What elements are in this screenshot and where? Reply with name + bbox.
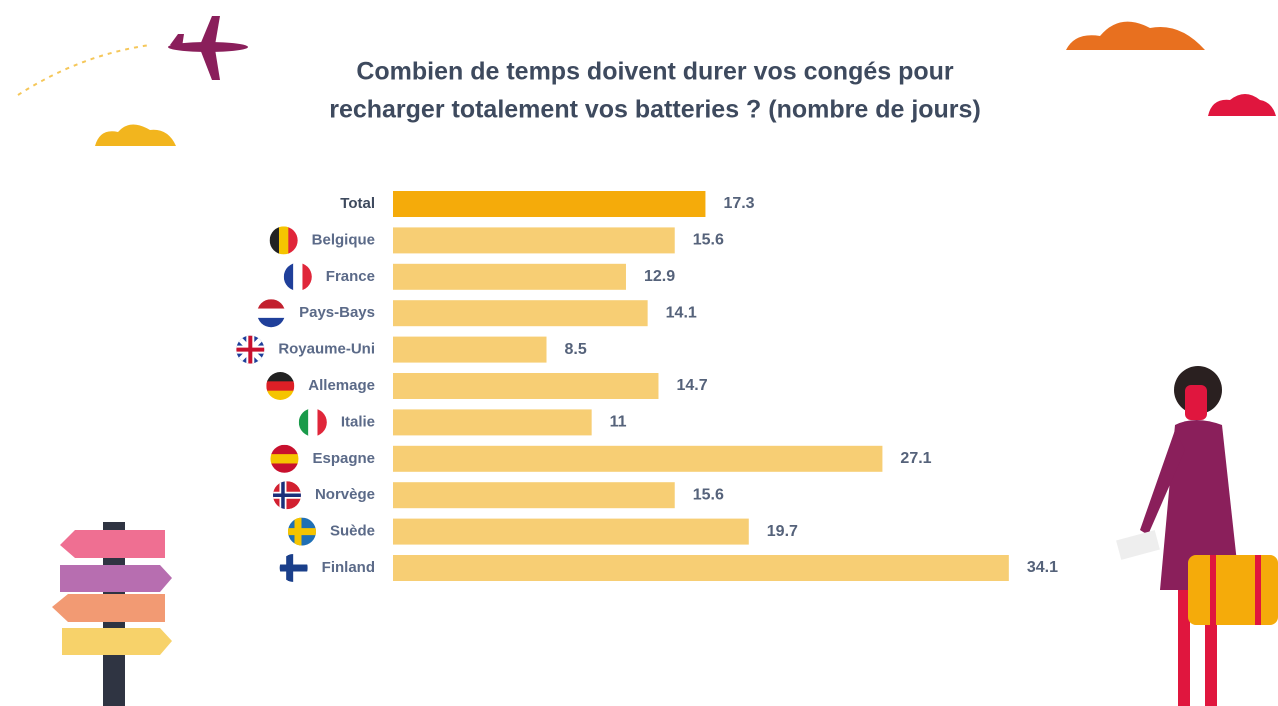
flag-stripe	[266, 391, 294, 401]
category-label: Belgique	[312, 231, 375, 248]
category-label: Finland	[322, 559, 375, 576]
flag-stripe	[288, 226, 298, 254]
bar	[393, 482, 675, 508]
flag-icon	[288, 518, 316, 546]
cloud	[1066, 22, 1205, 50]
category-label: Espagne	[312, 450, 375, 467]
bar	[393, 337, 547, 363]
category-label: Norvège	[315, 486, 375, 503]
flag-icon	[284, 263, 313, 291]
plane	[168, 16, 248, 80]
flag-stripe	[266, 372, 294, 382]
chart-title: recharger totalement vos batteries ? (no…	[329, 96, 981, 124]
data-label: 12.9	[644, 268, 675, 285]
flag-stripe	[270, 445, 298, 455]
flag-icon	[280, 554, 308, 582]
flag-stripe	[293, 263, 303, 291]
flag-icon	[266, 372, 294, 401]
flag-icon	[270, 445, 298, 474]
bar	[393, 227, 675, 253]
category-label: Total	[340, 195, 375, 212]
bar	[393, 409, 592, 435]
data-label: 34.1	[1027, 559, 1058, 576]
flag-icon	[236, 336, 264, 364]
flag-icon	[273, 481, 301, 509]
data-label: 14.7	[676, 377, 707, 394]
data-label: 19.7	[767, 523, 798, 540]
data-label: 17.3	[723, 195, 754, 212]
traveller	[1116, 366, 1278, 706]
flag-stripe	[284, 263, 294, 291]
flag-stripe	[270, 454, 298, 464]
flag-stripe	[257, 299, 285, 309]
flag-icon	[270, 226, 299, 254]
cloud	[95, 124, 176, 146]
flag-stripe	[270, 226, 280, 254]
data-label: 15.6	[693, 486, 724, 503]
bar	[393, 300, 648, 326]
category-label: Royaume-Uni	[278, 341, 375, 358]
category-label: Pays-Bays	[299, 304, 375, 321]
data-label: 14.1	[666, 304, 697, 321]
category-label: Allemage	[308, 377, 375, 394]
category-label: Suède	[330, 523, 375, 540]
bar	[393, 191, 705, 217]
bar	[393, 555, 1009, 581]
bar	[393, 264, 626, 290]
flag-stripe	[257, 309, 285, 319]
flag-stripe	[279, 226, 289, 254]
signpost	[52, 522, 172, 706]
flag-stripe	[270, 463, 298, 473]
flag-stripe	[302, 263, 312, 291]
flag-stripe	[299, 408, 309, 436]
bar	[393, 446, 882, 472]
flag-stripe	[257, 318, 285, 328]
flag-stripe	[266, 381, 294, 391]
flag-icon	[299, 408, 328, 436]
chart: Combien de temps doivent durer vos congé…	[0, 0, 1278, 706]
data-label: 27.1	[900, 450, 931, 467]
bar	[393, 519, 749, 545]
category-label: Italie	[341, 413, 375, 430]
cloud	[1208, 94, 1276, 116]
flight-path	[18, 45, 150, 95]
data-label: 11	[610, 414, 627, 431]
flag-stripe	[308, 408, 318, 436]
flag-icon	[257, 299, 285, 328]
data-label: 15.6	[693, 232, 724, 249]
data-label: 8.5	[565, 341, 587, 358]
flag-stripe	[317, 408, 327, 436]
category-label: France	[326, 268, 375, 285]
bar	[393, 373, 658, 399]
chart-title: Combien de temps doivent durer vos congé…	[356, 58, 954, 86]
